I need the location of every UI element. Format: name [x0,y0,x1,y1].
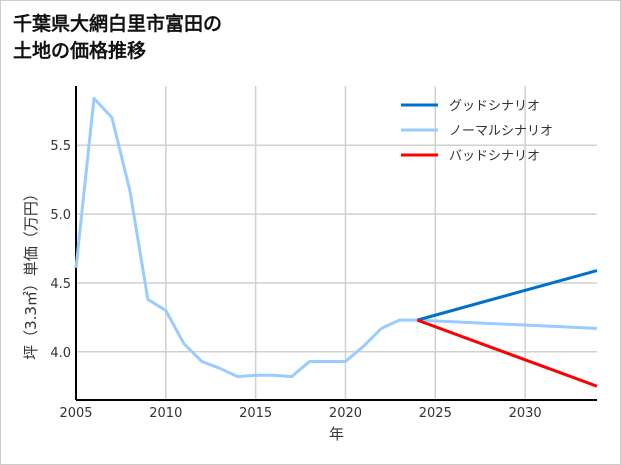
chart-title: 千葉県大網白里市富田の 土地の価格推移 [13,13,223,62]
legend-label: グッドシナリオ [449,99,540,114]
y-axis-label: 坪（3.3㎡）単価（万円） [22,186,40,360]
y-tick-label: 5.5 [50,139,71,154]
x-tick-label: 2010 [149,406,182,421]
x-tick-label: 2030 [509,406,542,421]
y-tick-label: 5.0 [50,208,71,223]
series-line-1 [74,96,598,379]
x-tick-label: 2020 [329,406,362,421]
series-line-0 [416,269,598,322]
x-axis-label: 年 [329,425,344,443]
legend-label: ノーマルシナリオ [449,124,553,139]
legend-label: バッドシナリオ [449,149,540,164]
x-tick-label: 2025 [419,406,452,421]
y-tick-label: 4.5 [50,277,71,292]
x-tick-label: 2015 [239,406,272,421]
series-line-2 [416,318,598,388]
y-tick-label: 4.0 [50,346,71,361]
x-tick-label: 2005 [59,406,92,421]
